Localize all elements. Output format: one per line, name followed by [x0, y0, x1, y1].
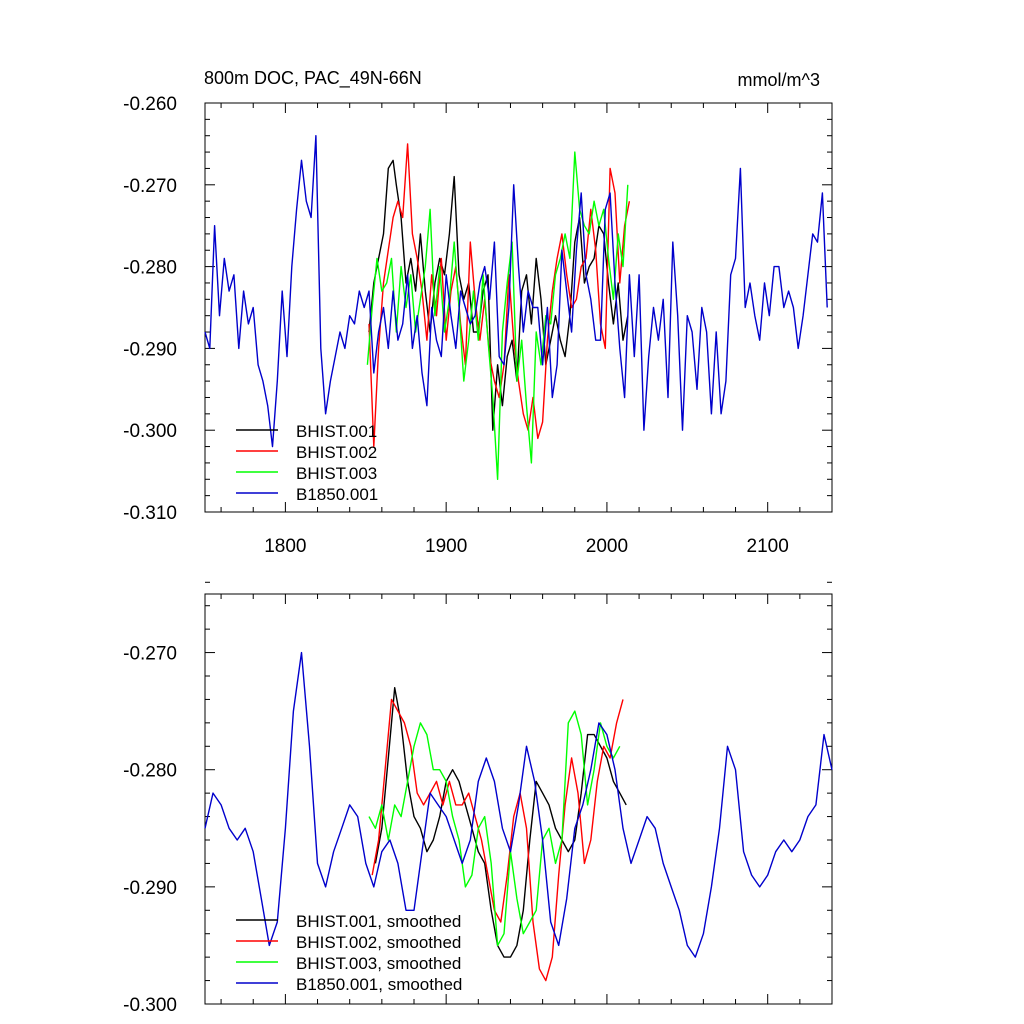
series-line-b1850-001 — [204, 651, 833, 958]
y-tick-label: -0.270 — [123, 644, 177, 665]
top-panel-title: 800m DOC, PAC_49N-66N — [204, 68, 422, 89]
legend-label: B1850.001 — [296, 485, 378, 504]
legend-label: BHIST.003, smoothed — [296, 954, 461, 973]
y-tick-label: -0.300 — [123, 995, 177, 1016]
x-tick-label: 2000 — [586, 536, 628, 557]
plot-frame — [204, 102, 833, 513]
series-line-b1850-001 — [204, 134, 828, 448]
series-line-bhist-003 — [366, 151, 629, 480]
y-tick-label: -0.310 — [123, 503, 177, 524]
x-tick-label: 1900 — [425, 536, 467, 557]
series-line-bhist-002 — [368, 143, 631, 448]
legend-label: B1850.001, smoothed — [296, 975, 462, 994]
top-plot-area: 1800 1900 2000 2100 -0.260 -0.270 -0.280 -0.290… — [123, 94, 833, 557]
y-tick-label: -0.260 — [123, 94, 177, 115]
legend-label: BHIST.002, smoothed — [296, 933, 461, 952]
x-tick-label: 2100 — [747, 536, 789, 557]
bottom-panel: -0.270 -0.280 -0.290 -0.300 BHIST.001, smoot… — [123, 581, 833, 1016]
series-line-bhist-002 — [371, 698, 624, 982]
top-panel-units: mmol/m^3 — [738, 70, 820, 90]
legend-label: BHIST.001, smoothed — [296, 912, 461, 931]
x-tick-label: 1800 — [264, 536, 306, 557]
series-line-bhist-001 — [368, 159, 629, 431]
legend-label: BHIST.001 — [296, 422, 377, 441]
series-line-bhist-003 — [368, 710, 621, 947]
y-tick-label: -0.300 — [123, 421, 177, 442]
bottom-plot-area: -0.270 -0.280 -0.290 -0.300 BHIST.001, smoot… — [123, 581, 833, 1016]
y-tick-label: -0.290 — [123, 339, 177, 360]
top-panel: 800m DOC, PAC_49N-66N mmol/m^3 1800 1900 2… — [123, 68, 833, 557]
y-tick-label: -0.280 — [123, 761, 177, 782]
plot-frame — [204, 593, 833, 1005]
legend-label: BHIST.003 — [296, 464, 377, 483]
y-tick-label: -0.280 — [123, 258, 177, 279]
y-tick-label: -0.290 — [123, 878, 177, 899]
legend-label: BHIST.002 — [296, 443, 377, 462]
y-tick-label: -0.270 — [123, 176, 177, 197]
